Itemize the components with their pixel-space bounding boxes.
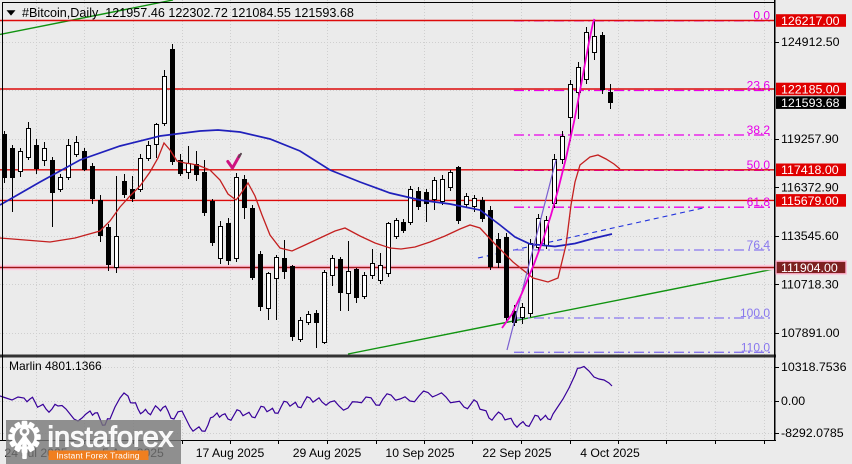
svg-text:4 Oct 2025: 4 Oct 2025 [580,446,640,460]
svg-text:110.0: 110.0 [741,340,770,354]
svg-text:119257.90: 119257.90 [781,132,839,146]
svg-text:Instant Forex Trading: Instant Forex Trading [56,450,139,460]
svg-text:124912.50: 124912.50 [781,35,840,49]
svg-text:-8292.0785: -8292.0785 [781,426,844,440]
svg-text:#Bitcoin,Daily 121957.46 1223: #Bitcoin,Daily 121957.46 122302.72 12108… [22,6,354,20]
svg-text:126217.00: 126217.00 [781,14,840,28]
svg-text:122185.00: 122185.00 [781,82,840,96]
svg-text:38,2: 38,2 [747,123,771,137]
svg-text:17 Aug 2025: 17 Aug 2025 [196,446,265,460]
svg-text:117418.00: 117418.00 [781,163,839,177]
svg-text:50,0: 50,0 [747,158,771,172]
svg-text:0.0: 0.0 [753,9,770,23]
svg-text:0.00: 0.00 [781,394,805,408]
svg-text:111904.00: 111904.00 [781,261,838,275]
svg-text:110718.30: 110718.30 [781,278,839,292]
svg-text:76,4: 76,4 [747,238,771,252]
svg-text:23,6: 23,6 [747,78,771,92]
svg-text:116372.90: 116372.90 [781,181,839,195]
svg-text:10318.7536: 10318.7536 [781,360,847,374]
svg-text:100.0: 100.0 [740,306,770,320]
svg-text:Marlin 4801.1366: Marlin 4801.1366 [9,359,102,373]
svg-text:113545.60: 113545.60 [781,229,839,243]
svg-text:121593.68: 121593.68 [781,96,840,110]
svg-text:10 Sep 2025: 10 Sep 2025 [385,446,454,460]
svg-text:22 Sep 2025: 22 Sep 2025 [482,446,551,460]
svg-text:115679.00: 115679.00 [781,194,839,208]
svg-text:107891.00: 107891.00 [781,326,840,340]
svg-text:instaforex: instaforex [48,422,174,454]
svg-text:29 Aug 2025: 29 Aug 2025 [293,446,362,460]
svg-text:61,8: 61,8 [747,195,771,209]
